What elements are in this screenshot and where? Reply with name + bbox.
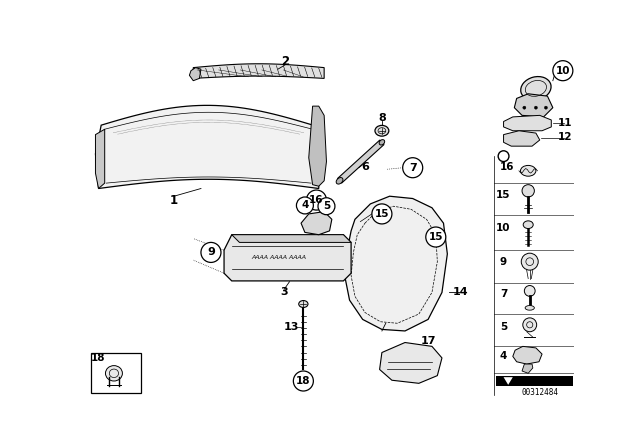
Circle shape: [553, 60, 573, 81]
Text: 14: 14: [452, 288, 468, 297]
Polygon shape: [345, 196, 447, 331]
Polygon shape: [308, 106, 326, 186]
Text: 2: 2: [282, 55, 290, 68]
Polygon shape: [515, 94, 553, 117]
Circle shape: [201, 242, 221, 263]
Ellipse shape: [521, 77, 551, 100]
Circle shape: [523, 318, 537, 332]
Ellipse shape: [375, 125, 389, 136]
Text: 10: 10: [556, 66, 570, 76]
Text: 5: 5: [323, 201, 330, 211]
Text: 17: 17: [420, 336, 436, 346]
Text: 5: 5: [500, 322, 507, 332]
Text: 7: 7: [500, 289, 508, 299]
Polygon shape: [189, 68, 201, 81]
Ellipse shape: [336, 177, 343, 184]
Text: 9: 9: [207, 247, 215, 258]
Text: 16: 16: [309, 195, 324, 205]
Text: 16: 16: [500, 162, 515, 172]
Text: 4: 4: [301, 200, 308, 211]
Polygon shape: [337, 140, 384, 183]
Circle shape: [545, 106, 547, 109]
Bar: [496, 375, 573, 386]
Text: 9: 9: [500, 257, 507, 267]
Text: 18: 18: [92, 353, 106, 363]
Text: 15: 15: [429, 232, 443, 242]
Polygon shape: [232, 235, 351, 242]
Polygon shape: [504, 116, 551, 131]
Text: 4: 4: [500, 351, 508, 362]
Polygon shape: [522, 364, 533, 373]
Circle shape: [523, 106, 526, 109]
Ellipse shape: [523, 221, 533, 228]
Text: 15: 15: [374, 209, 389, 219]
Ellipse shape: [379, 140, 385, 145]
Text: 11: 11: [558, 118, 572, 128]
Ellipse shape: [106, 366, 122, 381]
Text: 10: 10: [496, 223, 511, 233]
Text: 7: 7: [409, 163, 417, 173]
Polygon shape: [301, 211, 332, 235]
Polygon shape: [95, 105, 319, 189]
Polygon shape: [95, 129, 105, 189]
Polygon shape: [224, 235, 351, 281]
Circle shape: [296, 197, 314, 214]
Text: 1: 1: [170, 194, 178, 207]
Ellipse shape: [525, 306, 534, 310]
Ellipse shape: [520, 165, 536, 176]
Circle shape: [522, 185, 534, 197]
Circle shape: [426, 227, 446, 247]
Text: 15: 15: [496, 190, 511, 200]
Polygon shape: [504, 131, 540, 146]
Circle shape: [524, 285, 535, 296]
Circle shape: [293, 371, 314, 391]
Bar: [91, 353, 141, 392]
Circle shape: [403, 158, 422, 178]
Circle shape: [534, 106, 538, 109]
Polygon shape: [380, 343, 442, 383]
Circle shape: [372, 204, 392, 224]
Text: 3: 3: [280, 288, 288, 297]
Text: 00312484: 00312484: [521, 388, 558, 397]
Polygon shape: [193, 64, 324, 78]
Circle shape: [307, 190, 326, 210]
Text: 12: 12: [558, 132, 572, 142]
Text: 13: 13: [284, 322, 299, 332]
Text: 8: 8: [378, 112, 386, 123]
Polygon shape: [513, 346, 542, 364]
Circle shape: [521, 253, 538, 270]
Text: 18: 18: [296, 376, 310, 386]
Ellipse shape: [299, 301, 308, 307]
Circle shape: [318, 198, 335, 215]
Text: AAAA AAAA AAAA: AAAA AAAA AAAA: [251, 255, 306, 260]
Text: 6: 6: [361, 162, 369, 172]
Polygon shape: [504, 377, 513, 385]
